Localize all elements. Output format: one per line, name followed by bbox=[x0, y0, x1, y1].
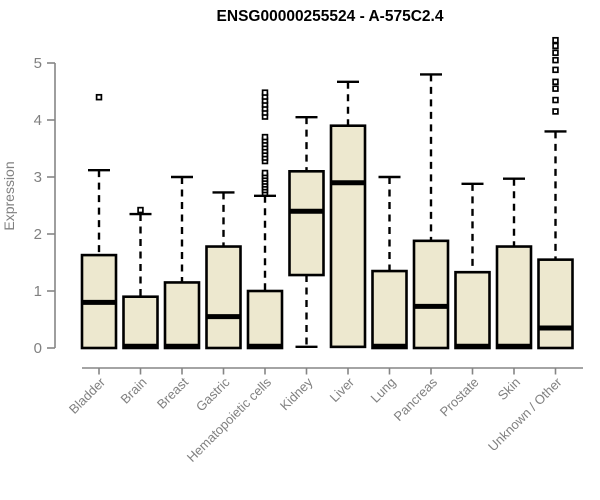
x-tick-label-liver: Liver bbox=[327, 374, 358, 405]
outlier-unknown-other-5 bbox=[552, 56, 559, 64]
x-tick-label-breast: Breast bbox=[154, 374, 191, 411]
y-tick-label-4: 4 bbox=[34, 112, 42, 129]
x-tick-label-bladder: Bladder bbox=[66, 374, 109, 417]
outlier-brain-0 bbox=[137, 206, 144, 214]
outlier-hematopoietic-cells-22 bbox=[261, 89, 269, 96]
box-liver bbox=[329, 124, 367, 349]
outlier-unknown-other-6 bbox=[552, 49, 559, 56]
outlier-unknown-other-3 bbox=[552, 78, 559, 86]
x-tick-label-unknown-other: Unknown / Other bbox=[485, 374, 565, 454]
y-tick-label-2: 2 bbox=[34, 226, 42, 243]
y-tick-label-1: 1 bbox=[34, 283, 42, 300]
outlier-unknown-other-4 bbox=[552, 66, 559, 74]
x-tick-label-lung: Lung bbox=[368, 375, 399, 406]
y-tick-label-3: 3 bbox=[34, 169, 42, 186]
box-skin bbox=[495, 245, 533, 350]
x-tick-label-skin: Skin bbox=[495, 375, 523, 403]
y-tick-label-5: 5 bbox=[34, 55, 42, 72]
box-lung bbox=[371, 269, 408, 350]
box-gastric bbox=[205, 245, 242, 350]
x-tick-label-prostate: Prostate bbox=[437, 375, 482, 420]
outlier-hematopoietic-cells-15 bbox=[261, 133, 269, 141]
outlier-bladder-0 bbox=[95, 93, 103, 101]
box-unknown-other bbox=[537, 258, 574, 350]
box-brain bbox=[122, 295, 159, 350]
outlier-unknown-other-8 bbox=[552, 36, 559, 44]
box-pancreas bbox=[412, 239, 450, 350]
x-tick-label-gastric: Gastric bbox=[193, 374, 233, 414]
x-tick-label-kidney: Kidney bbox=[277, 374, 316, 413]
box-breast bbox=[163, 281, 201, 350]
y-tick-label-0: 0 bbox=[34, 340, 42, 357]
x-tick-label-brain: Brain bbox=[118, 375, 150, 407]
box-kidney bbox=[288, 170, 325, 277]
outlier-unknown-other-7 bbox=[552, 42, 559, 50]
x-tick-label-pancreas: Pancreas bbox=[391, 374, 441, 424]
box-prostate bbox=[454, 270, 491, 350]
outlier-unknown-other-1 bbox=[552, 96, 559, 104]
chart-title: ENSG00000255524 - A-575C2.4 bbox=[217, 8, 444, 25]
outlier-unknown-other-0 bbox=[552, 108, 559, 115]
outlier-unknown-other-2 bbox=[552, 85, 559, 92]
outlier-hematopoietic-cells-7 bbox=[261, 169, 269, 177]
box-hematopoietic-cells bbox=[246, 289, 284, 350]
y-axis-title: Expression bbox=[1, 161, 17, 230]
